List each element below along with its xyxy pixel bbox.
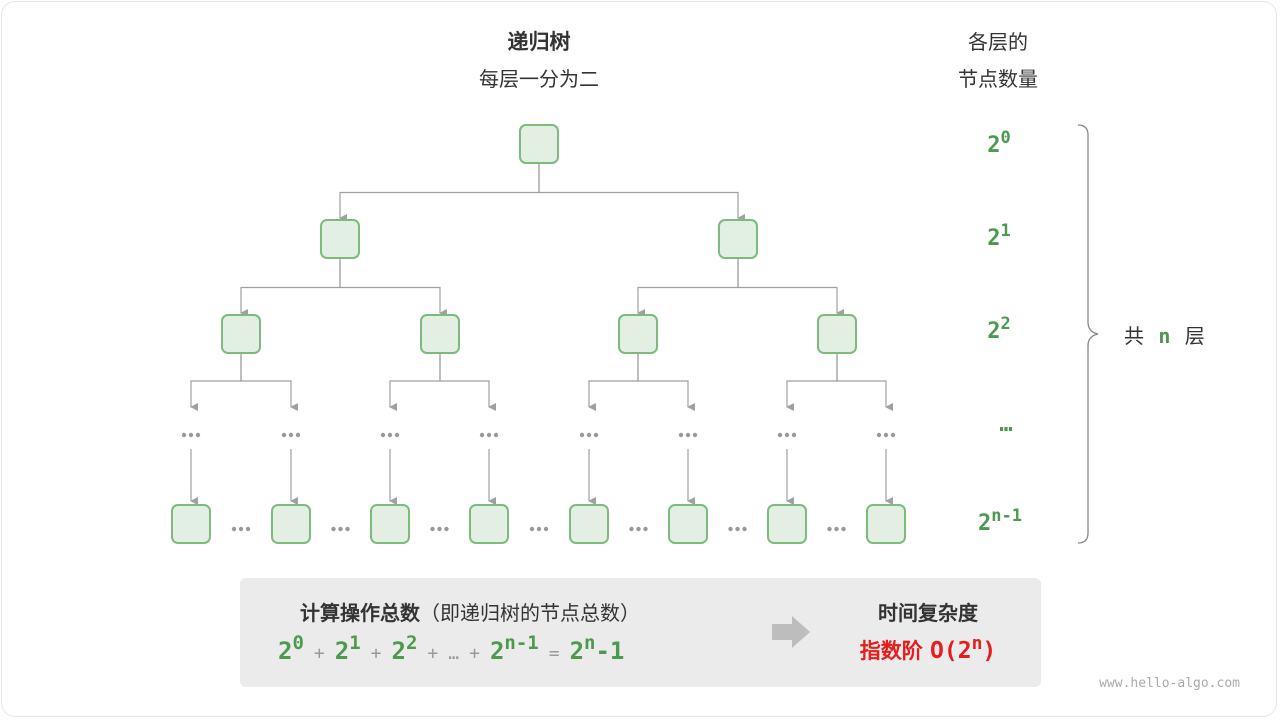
ellipsis-dots xyxy=(231,526,237,532)
ellipsis-dots xyxy=(791,432,797,438)
level-brace xyxy=(1077,124,1099,544)
tree-edge xyxy=(190,353,242,411)
ellipsis-dots xyxy=(586,432,592,438)
ellipsis-dots xyxy=(827,526,832,532)
sum-equation: 20 +21 +22 +… +2n-1 = 2n-1 xyxy=(278,632,625,665)
tree-node xyxy=(866,504,906,544)
ellipsis-dots xyxy=(876,432,882,438)
tree-node xyxy=(221,314,261,354)
tree-edge xyxy=(637,258,739,317)
ellipsis-dots xyxy=(841,526,846,532)
ellipsis-dots xyxy=(728,526,733,532)
level-count-title-2: 节点数量 xyxy=(958,67,1038,91)
tree-node xyxy=(668,504,708,544)
ellipsis-dots xyxy=(444,526,449,532)
ellipsis-dots xyxy=(493,432,499,438)
tree-edge xyxy=(339,163,540,222)
level-count-last: 2n-1 xyxy=(978,506,1022,536)
tree-node xyxy=(767,504,807,544)
level-count-title-1: 各层的 xyxy=(968,30,1028,54)
level-count-1: 21 xyxy=(987,221,1011,251)
ellipsis-dots xyxy=(643,526,648,532)
tree-node xyxy=(370,504,410,544)
tree-edge xyxy=(836,353,893,411)
ellipsis-dots xyxy=(437,526,442,532)
ellipsis-dots xyxy=(636,526,641,532)
summary-panel xyxy=(240,578,1041,687)
tree-node xyxy=(618,314,658,354)
ellipsis-dots xyxy=(486,432,492,438)
tree-node xyxy=(271,504,311,544)
tree-edge xyxy=(240,258,341,317)
ellipsis-dots xyxy=(890,432,896,438)
tree-node xyxy=(718,219,758,259)
ellipsis-dots xyxy=(387,432,393,438)
ellipsis-dots xyxy=(394,432,400,438)
ellipsis-dots xyxy=(430,526,435,532)
tree-edge xyxy=(737,258,844,317)
ellipsis-dots xyxy=(536,526,542,532)
ellipsis-dots xyxy=(238,526,244,532)
ellipsis-dots xyxy=(345,526,350,532)
ellipsis-dots xyxy=(742,526,747,532)
ellipsis-dots xyxy=(629,526,634,532)
tree-edge xyxy=(389,353,441,411)
tree-node xyxy=(817,314,857,354)
tree-edge xyxy=(439,353,496,411)
ellipsis-dots xyxy=(692,432,698,438)
ellipsis-dots xyxy=(784,432,790,438)
total-levels-label: 共 n 层 xyxy=(1124,324,1205,348)
ellipsis-dots xyxy=(529,526,535,532)
ellipsis-dots xyxy=(678,432,684,438)
ellipsis-dots xyxy=(331,526,336,532)
ellipsis-dots xyxy=(338,526,343,532)
tree-edge xyxy=(240,353,298,411)
tree-node xyxy=(420,314,460,354)
ellipsis-dots xyxy=(735,526,740,532)
complexity-title: 时间复杂度 xyxy=(878,601,978,625)
tree-edge xyxy=(538,163,745,222)
tree-node xyxy=(519,124,559,164)
ellipsis-dots xyxy=(288,432,294,438)
ellipsis-dots xyxy=(295,432,301,438)
ellipsis-dots xyxy=(181,432,187,438)
tree-node xyxy=(569,504,609,544)
diagram-subtitle: 每层一分为二 xyxy=(479,67,599,91)
ellipsis-dots xyxy=(579,432,585,438)
ellipsis-dots xyxy=(245,526,251,532)
total-operations-label: 计算操作总数（即递归树的节点总数） xyxy=(300,601,640,625)
ellipsis-dots xyxy=(479,432,485,438)
tree-node xyxy=(469,504,509,544)
ellipsis-dots xyxy=(593,432,599,438)
complexity-value: 指数阶 O(2n) xyxy=(859,633,997,664)
level-count-2: 22 xyxy=(987,314,1011,344)
ellipsis-dots xyxy=(380,432,386,438)
tree-edge xyxy=(588,353,639,411)
ellipsis-dots xyxy=(685,432,691,438)
diagram-title: 递归树 xyxy=(507,30,571,54)
watermark: www.hello-algo.com xyxy=(1099,676,1240,691)
tree-edge xyxy=(637,353,695,411)
ellipsis-dots xyxy=(834,526,839,532)
tree-node xyxy=(171,504,211,544)
level-count-0: 20 xyxy=(987,128,1011,158)
ellipsis-dots xyxy=(777,432,783,438)
ellipsis-dots xyxy=(543,526,549,532)
ellipsis-dots xyxy=(195,432,201,438)
ellipsis-dots xyxy=(281,432,287,438)
tree-edge xyxy=(339,258,447,317)
level-count-ellipsis: … xyxy=(999,412,1013,437)
tree-node xyxy=(320,219,360,259)
ellipsis-dots xyxy=(883,432,889,438)
ellipsis-dots xyxy=(188,432,194,438)
tree-edge xyxy=(786,353,838,411)
